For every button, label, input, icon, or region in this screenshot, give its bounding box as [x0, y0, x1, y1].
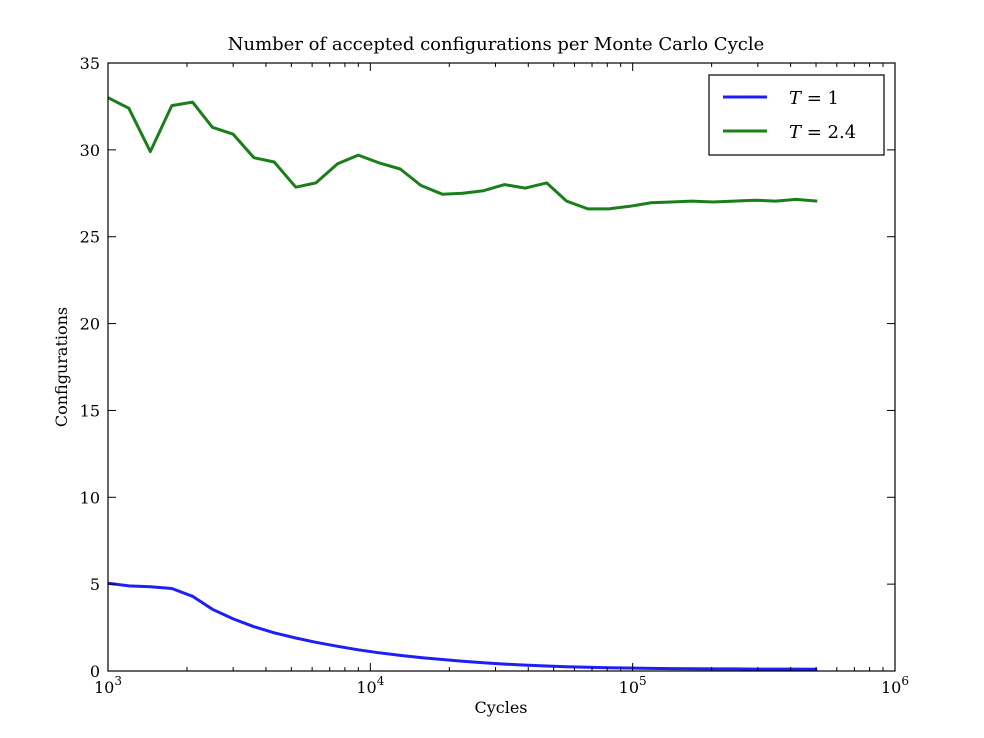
plot-area — [107, 96, 818, 671]
y-tick-label: 0 — [90, 662, 100, 681]
y-tick-label: 10 — [80, 488, 100, 507]
legend-label-var: T — [789, 88, 803, 109]
x-tick-label-exponent: 5 — [639, 674, 647, 688]
series-line-0 — [107, 581, 818, 671]
x-tick-label-base: 10 — [619, 678, 639, 697]
legend: T = 1T = 2.4 — [708, 74, 885, 156]
y-tick-label: 35 — [80, 54, 100, 73]
plot-frame — [107, 62, 896, 672]
legend-label-0: T = 1 — [789, 88, 839, 109]
x-tick-label: 106 — [881, 674, 909, 697]
x-tick-label-base: 10 — [881, 678, 901, 697]
y-tick-label: 20 — [80, 315, 100, 334]
x-tick-label-exponent: 3 — [114, 674, 122, 688]
y-tick-label: 25 — [80, 228, 100, 247]
x-tick-label-base: 10 — [94, 678, 114, 697]
legend-label-1: T = 2.4 — [789, 122, 856, 143]
y-tick-label: 30 — [80, 141, 100, 160]
x-tick-label-exponent: 6 — [901, 674, 909, 688]
x-tick-label-exponent: 4 — [377, 674, 385, 688]
legend-box — [708, 74, 885, 156]
series-line-1 — [107, 96, 818, 211]
x-tick-label: 105 — [619, 674, 647, 697]
x-axis-label: Cycles — [474, 698, 527, 717]
x-tick-label-base: 10 — [356, 678, 376, 697]
y-tick-label: 15 — [80, 401, 100, 420]
x-tick-label: 104 — [356, 674, 384, 697]
y-tick-label: 5 — [90, 575, 100, 594]
x-tick-label: 103 — [94, 674, 122, 697]
legend-label-rest: = 1 — [801, 88, 839, 109]
chart-title: Number of accepted configurations per Mo… — [228, 34, 765, 55]
legend-label-rest: = 2.4 — [801, 122, 856, 143]
legend-label-var: T — [789, 122, 803, 143]
y-axis-label: Configurations — [52, 307, 71, 427]
